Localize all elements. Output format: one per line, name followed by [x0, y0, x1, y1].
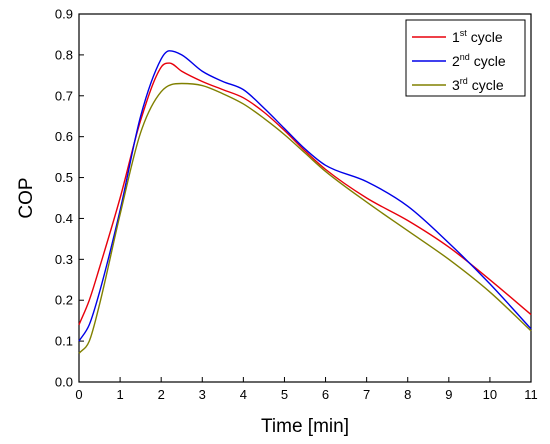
- legend-box: [405, 19, 526, 97]
- legend-label-3: 3rd cycle: [452, 76, 504, 93]
- y-tick-label: 0.3: [55, 252, 73, 267]
- x-tick-label: 7: [363, 387, 370, 402]
- series-line-2: [78, 50, 532, 342]
- x-tick-label: 5: [281, 387, 288, 402]
- legend-label-number: 1: [452, 29, 460, 45]
- series-layer: [78, 50, 532, 354]
- y-tick-label: 0.5: [55, 170, 73, 185]
- x-axis-ticks: 0 1 2 3 4 5 6 7 8 9 10 11: [75, 377, 538, 402]
- y-tick-label: 0.4: [55, 211, 73, 226]
- y-tick-label: 0.8: [55, 47, 73, 62]
- y-tick-label: 0.1: [55, 334, 73, 349]
- x-tick-label: 11: [524, 387, 538, 402]
- x-tick-label: 2: [158, 387, 165, 402]
- x-tick-label: 1: [116, 387, 123, 402]
- legend-label-number: 2: [452, 53, 460, 69]
- x-tick-label: 6: [322, 387, 329, 402]
- x-tick-label: 4: [240, 387, 247, 402]
- legend-label-superscript: rd: [460, 76, 468, 86]
- legend-label-superscript: st: [460, 28, 468, 38]
- legend-label-text: cycle: [467, 29, 503, 45]
- y-tick-label: 0.9: [55, 7, 73, 22]
- legend-label-text: cycle: [470, 53, 506, 69]
- legend-label-superscript: nd: [460, 52, 470, 62]
- y-axis-title: COP: [16, 177, 37, 218]
- plot-frame: [78, 13, 532, 383]
- y-axis-ticks: 0.0 0.1 0.2 0.3 0.4 0.5 0.6 0.7 0.8 0.9: [55, 7, 84, 390]
- x-tick-label: 10: [483, 387, 497, 402]
- y-tick-label: 0.6: [55, 129, 73, 144]
- x-axis-title: Time [min]: [261, 416, 349, 437]
- x-tick-label: 0: [75, 387, 82, 402]
- y-tick-label: 0.2: [55, 293, 73, 308]
- x-tick-label: 8: [404, 387, 411, 402]
- legend-label-2: 2nd cycle: [452, 52, 506, 69]
- x-tick-label: 9: [445, 387, 452, 402]
- x-tick-label: 3: [199, 387, 206, 402]
- legend-label-1: 1st cycle: [452, 28, 503, 45]
- series-line-3: [78, 82, 532, 354]
- series-line-1: [78, 62, 532, 326]
- legend-label-text: cycle: [468, 77, 504, 93]
- legend-label-number: 3: [452, 77, 460, 93]
- y-tick-label: 0.0: [55, 375, 73, 390]
- y-tick-label: 0.7: [55, 88, 73, 103]
